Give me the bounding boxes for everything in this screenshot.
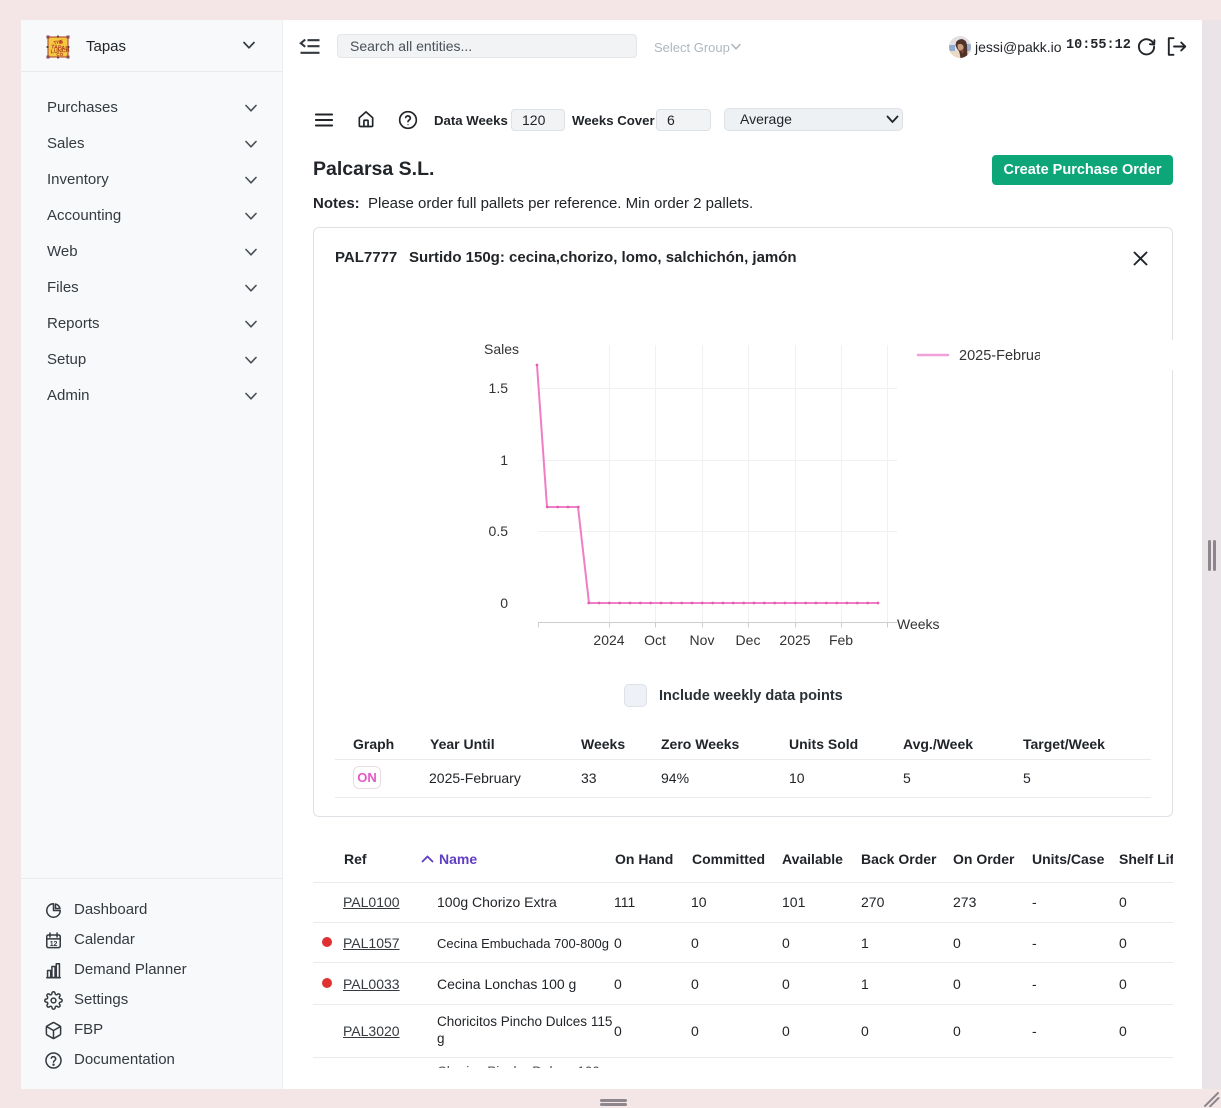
svg-text:0.5: 0.5 — [489, 523, 509, 539]
svg-text:1: 1 — [500, 452, 508, 468]
svg-text:2024: 2024 — [593, 632, 624, 648]
svg-text:12: 12 — [50, 941, 58, 948]
svg-text:1.5: 1.5 — [489, 380, 509, 396]
svg-text:Weeks: Weeks — [897, 616, 940, 632]
svg-text:0: 0 — [500, 595, 508, 611]
svg-text:Oct: Oct — [644, 632, 666, 648]
svg-text:2025: 2025 — [779, 632, 810, 648]
svg-text:Nov: Nov — [690, 632, 715, 648]
svg-text:Sales: Sales — [484, 341, 519, 357]
svg-text:CO: CO — [56, 52, 63, 57]
svg-text:Feb: Feb — [829, 632, 853, 648]
svg-text:2025-Februar: 2025-Februar — [959, 348, 1047, 364]
svg-text:LUNCH: LUNCH — [50, 48, 69, 56]
svg-text:Dec: Dec — [736, 632, 761, 648]
svg-text:TAPAS: TAPAS — [51, 44, 69, 52]
svg-text:THE: THE — [53, 39, 64, 47]
